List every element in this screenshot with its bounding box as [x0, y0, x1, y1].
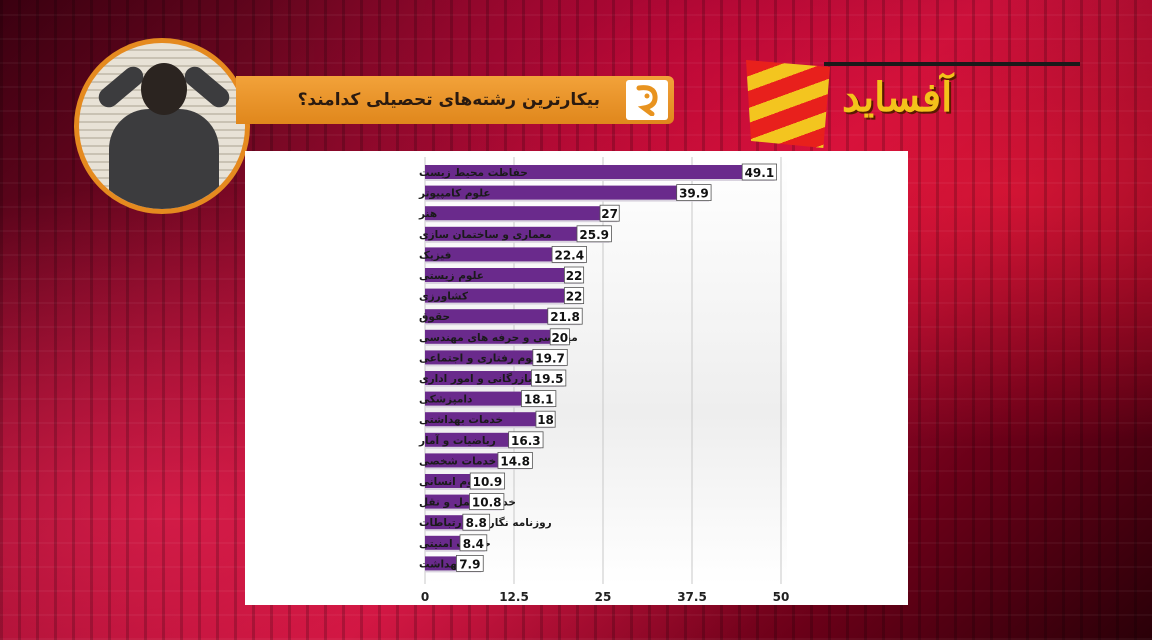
- bar: [425, 268, 582, 282]
- chart-panel: 0 12.5 25 37.5 50 حفاظت محیط زیست 49.1 علوم کام…: [245, 151, 908, 605]
- bar: [425, 329, 568, 344]
- bar: [425, 226, 610, 241]
- category-label: معماری و ساختمان سازی: [419, 229, 552, 241]
- value-label: 14.8: [500, 454, 530, 468]
- value-label: 49.1: [745, 166, 775, 180]
- value-label-box: [531, 369, 567, 387]
- category-label: علوم کامپیوتر: [418, 188, 491, 200]
- person-head: [141, 63, 187, 115]
- brand-line: [824, 62, 1080, 66]
- value-label: 25.9: [579, 228, 609, 242]
- value-label-box: [497, 451, 533, 469]
- page-title: بیکارترین رشته‌های تحصیلی کدامند؟: [297, 90, 600, 110]
- category-label: حفاظت محیط زیست: [419, 167, 528, 179]
- value-label-box: [456, 554, 484, 572]
- value-label-box: [462, 513, 491, 531]
- x-tick-label: 50: [773, 590, 790, 604]
- bar: [425, 185, 710, 200]
- brand-name: آفساید: [842, 74, 953, 121]
- value-label: 22.4: [554, 248, 584, 262]
- category-label: هنر: [418, 208, 437, 220]
- bar-chart: 0 12.5 25 37.5 50 حفاظت محیط زیست 49.1 علوم کام…: [418, 157, 790, 604]
- value-label-box: [576, 225, 612, 243]
- category-label: بازرگانی و امور اداری: [419, 372, 532, 385]
- value-label-box: [599, 204, 620, 222]
- value-label: 27: [601, 207, 618, 221]
- value-label: 22: [566, 290, 583, 304]
- category-label: علوم زیستی: [419, 270, 484, 282]
- category-label: خدمات بهداشتی: [419, 414, 503, 426]
- bar: [425, 371, 564, 385]
- category-label: خدمات شخصی: [419, 455, 496, 467]
- category-label: فیزیک: [419, 249, 452, 261]
- value-label: 16.3: [511, 434, 541, 448]
- value-label: 19.5: [534, 372, 564, 386]
- unemployed-man-photo: [74, 38, 250, 214]
- value-label-box: [469, 472, 506, 490]
- category-label: دامپزشکی: [419, 394, 473, 406]
- value-label: 19.7: [535, 351, 565, 365]
- category-label: علوم انسانی: [419, 476, 485, 488]
- bar: [425, 165, 775, 179]
- bar: [425, 247, 585, 262]
- value-label-box: [469, 493, 505, 511]
- category-label: ریاضیات و آمار: [418, 434, 496, 447]
- value-label-box: [549, 328, 570, 346]
- value-label-box: [521, 390, 557, 408]
- x-tick-label: 37.5: [677, 590, 707, 604]
- category-label: علوم رفتاری و اجتماعی: [419, 352, 543, 364]
- news-logo-icon: [626, 80, 668, 120]
- title-banner: بیکارترین رشته‌های تحصیلی کدامند؟: [236, 76, 674, 124]
- value-label: 39.9: [679, 187, 709, 201]
- value-label: 18: [537, 413, 554, 427]
- bar: [425, 206, 618, 221]
- value-label: 10.8: [472, 496, 502, 510]
- value-label: 22: [566, 269, 583, 283]
- value-label-box: [741, 163, 777, 181]
- bar: [425, 412, 554, 427]
- value-label-box: [459, 534, 488, 552]
- flag-icon: [746, 60, 830, 148]
- value-label: 8.8: [466, 516, 487, 530]
- value-label: 10.9: [473, 475, 503, 489]
- bar: [425, 288, 582, 303]
- value-label-box: [551, 246, 587, 263]
- value-label: 21.8: [550, 310, 580, 324]
- category-label: مهندسی و حرفه های مهندسی: [419, 332, 578, 344]
- x-tick-label: 25: [595, 590, 612, 604]
- value-label: 20: [551, 331, 568, 345]
- value-label-box: [676, 184, 712, 201]
- value-label-box: [508, 431, 544, 449]
- value-label: 8.4: [463, 537, 484, 551]
- value-label-box: [547, 307, 583, 325]
- person-body: [109, 109, 219, 209]
- x-tick-label: 0: [421, 590, 429, 604]
- bar: [425, 309, 581, 324]
- value-label: 7.9: [459, 557, 480, 571]
- bar: [425, 350, 566, 365]
- brand-logo: آفساید: [744, 58, 1084, 148]
- value-label-box: [564, 266, 585, 284]
- value-label: 18.1: [524, 393, 554, 407]
- category-label: حقوق: [419, 311, 450, 323]
- value-label-box: [535, 410, 556, 428]
- category-label: کشاورزی: [419, 291, 469, 303]
- x-tick-label: 12.5: [499, 590, 529, 604]
- value-label-box: [564, 287, 585, 305]
- value-label-box: [532, 348, 568, 366]
- person-arm-right: [180, 62, 234, 112]
- person-arm-left: [94, 62, 148, 112]
- category-label: بهداشت: [419, 558, 461, 570]
